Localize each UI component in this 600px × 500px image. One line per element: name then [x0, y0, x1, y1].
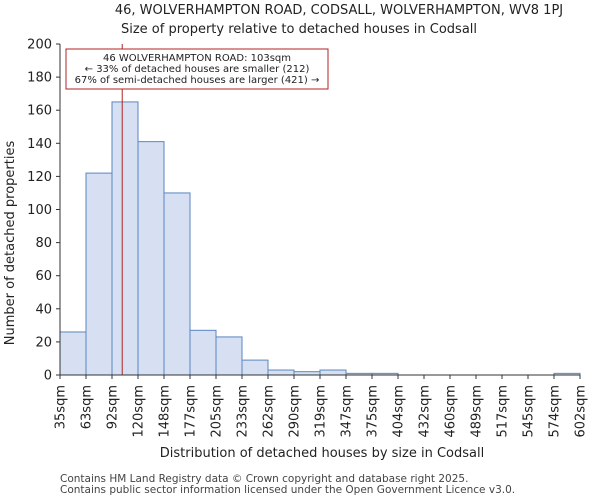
- x-tick-label: 489sqm: [470, 385, 485, 438]
- x-tick-label: 92sqm: [106, 385, 121, 429]
- footer-line-2: Contains public sector information licen…: [60, 484, 516, 496]
- bars-group: [59, 101, 581, 376]
- annotation-box: 46 WOLVERHAMPTON ROAD: 103sqm ← 33% of d…: [65, 48, 329, 90]
- x-tick-label: 63sqm: [80, 385, 95, 429]
- x-tick-label: 35sqm: [54, 385, 69, 429]
- x-tick-label: 517sqm: [496, 385, 511, 438]
- y-tick-label: 0: [44, 369, 52, 384]
- chart-title: 46, WOLVERHAMPTON ROAD, CODSALL, WOLVERH…: [115, 3, 563, 18]
- y-ticks: 0 20 40 60 80 100 120 140 160 180 200: [27, 38, 60, 384]
- x-tick-label: 205sqm: [210, 385, 225, 438]
- bar-177sqm: [189, 329, 217, 376]
- x-ticks: 35sqm 63sqm 92sqm 120sqm 148sqm 177sqm 205sqm 2…: [54, 375, 589, 438]
- y-tick-label: 180: [27, 71, 52, 86]
- x-tick-label: 432sqm: [418, 385, 433, 438]
- y-tick-label: 60: [35, 269, 52, 284]
- y-tick-label: 40: [35, 302, 52, 317]
- y-tick-label: 80: [35, 236, 52, 251]
- x-tick-label: 148sqm: [158, 385, 173, 438]
- bar-35sqm: [59, 331, 87, 376]
- bar-233sqm: [241, 359, 269, 376]
- y-tick-label: 200: [27, 38, 52, 53]
- y-axis-label: Number of detached properties: [3, 141, 18, 346]
- y-tick-label: 120: [27, 170, 52, 185]
- y-tick-label: 100: [27, 203, 52, 218]
- x-tick-label: 262sqm: [262, 385, 277, 438]
- x-tick-label: 120sqm: [132, 385, 147, 438]
- x-axis-label: Distribution of detached houses by size …: [160, 446, 484, 461]
- bar-319sqm: [319, 369, 347, 376]
- annotation-frame: [65, 48, 329, 90]
- annotation-line-3: 67% of semi-detached houses are larger (…: [75, 75, 320, 86]
- annotation-line-1: 46 WOLVERHAMPTON ROAD: 103sqm: [103, 53, 291, 64]
- x-tick-label: 375sqm: [366, 385, 381, 438]
- y-tick-label: 20: [35, 335, 52, 350]
- x-tick-label: 177sqm: [184, 385, 199, 438]
- x-tick-label: 602sqm: [574, 385, 589, 438]
- bar-205sqm: [215, 336, 243, 376]
- x-tick-label: 233sqm: [236, 385, 251, 438]
- chart-subtitle: Size of property relative to detached ho…: [121, 22, 477, 37]
- bar-63sqm: [85, 172, 113, 376]
- bar-120sqm: [137, 141, 165, 376]
- x-tick-label: 574sqm: [548, 385, 563, 438]
- bar-92sqm: [111, 101, 139, 376]
- footer-line-1: Contains HM Land Registry data © Crown c…: [60, 473, 469, 485]
- x-tick-label: 319sqm: [314, 385, 329, 438]
- annotation-line-2: ← 33% of detached houses are smaller (21…: [85, 64, 310, 75]
- bar-148sqm: [163, 192, 191, 376]
- x-tick-label: 290sqm: [288, 385, 303, 438]
- y-tick-label: 160: [27, 104, 52, 119]
- bar-262sqm: [267, 369, 295, 376]
- x-tick-label: 347sqm: [340, 385, 355, 438]
- y-tick-label: 140: [27, 137, 52, 152]
- x-tick-label: 404sqm: [392, 385, 407, 438]
- x-tick-label: 545sqm: [522, 385, 537, 438]
- x-tick-label: 460sqm: [444, 385, 459, 438]
